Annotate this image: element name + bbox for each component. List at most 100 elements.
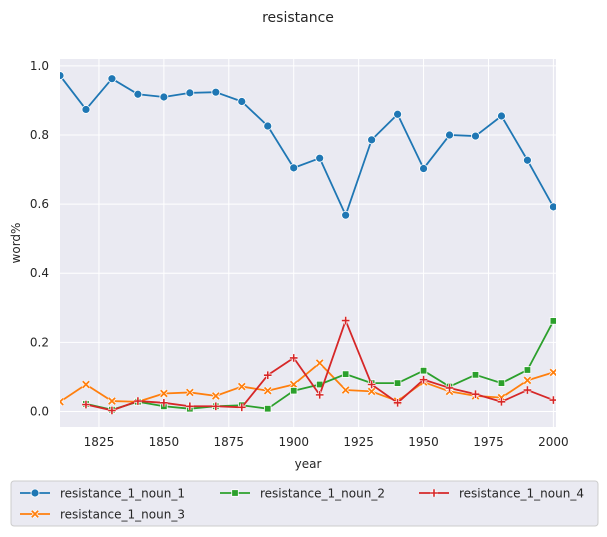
legend-item-resistance_1_noun_3: resistance_1_noun_3: [20, 508, 185, 522]
y-axis-label: word%: [9, 223, 23, 264]
data-point-resistance_1_noun_1-shape: [211, 87, 221, 97]
data-point-resistance_1_noun_4: [549, 396, 556, 404]
data-point-resistance_1_noun_4: [212, 402, 220, 411]
data-point-resistance_1_noun_1-shape: [315, 153, 325, 163]
data-point-resistance_1_noun_3-shape: [367, 387, 376, 396]
data-point-resistance_1_noun_1: [367, 135, 377, 145]
data-point-resistance_1_noun_4: [471, 390, 480, 398]
data-point-resistance_1_noun_1: [497, 111, 506, 121]
legend-label: resistance_1_noun_3: [60, 508, 185, 522]
data-point-resistance_1_noun_2: [497, 379, 506, 387]
data-point-resistance_1_noun_4: [393, 399, 402, 407]
data-point-resistance_1_noun_3: [523, 376, 532, 385]
data-point-resistance_1_noun_4-shape: [186, 402, 194, 411]
legend-item-resistance_1_noun_2: resistance_1_noun_2: [220, 487, 385, 501]
data-point-resistance_1_noun_2-shape: [523, 366, 532, 374]
data-point-resistance_1_noun_1: [185, 88, 195, 98]
data-point-resistance_1_noun_2-shape: [549, 317, 556, 325]
data-point-resistance_1_noun_2: [341, 370, 350, 378]
data-point-resistance_1_noun_3: [185, 388, 195, 397]
data-point-resistance_1_noun_4-shape: [108, 406, 116, 415]
data-point-resistance_1_noun_4-shape: [237, 403, 246, 412]
data-point-resistance_1_noun_2-shape: [393, 379, 402, 387]
data-point-resistance_1_noun_1-shape: [471, 131, 480, 141]
y-tick-label: 0.8: [30, 128, 49, 142]
data-point-resistance_1_noun_4-shape: [445, 384, 454, 392]
y-tick-label: 1.0: [30, 59, 49, 73]
data-point-resistance_1_noun_4: [445, 384, 454, 392]
data-point-resistance_1_noun_2: [290, 387, 298, 395]
data-point-resistance_1_noun_1-shape: [341, 210, 351, 220]
data-point-resistance_1_noun_1: [107, 74, 117, 84]
data-point-resistance_1_noun_4-shape: [315, 391, 324, 399]
data-point-resistance_1_noun_2: [264, 404, 272, 413]
legend-marker: [231, 489, 239, 497]
data-point-resistance_1_noun_1-shape: [419, 164, 428, 173]
x-tick-label: 1900: [278, 435, 309, 449]
data-point-resistance_1_noun_3-shape: [523, 376, 532, 385]
legend-marker: [30, 488, 40, 498]
legend-marker-shape: [30, 488, 40, 498]
x-tick-label: 1975: [473, 435, 504, 449]
data-point-resistance_1_noun_1: [419, 164, 428, 173]
data-point-resistance_1_noun_3: [263, 386, 273, 396]
data-point-resistance_1_noun_3-shape: [82, 380, 90, 389]
series-resistance_1_noun_1: [60, 71, 556, 220]
data-point-resistance_1_noun_4-shape: [212, 402, 220, 411]
data-point-resistance_1_noun_4-shape: [341, 316, 350, 325]
legend-marker-shape: [430, 489, 438, 497]
data-point-resistance_1_noun_4: [82, 400, 90, 409]
data-point-resistance_1_noun_1-shape: [367, 135, 377, 145]
data-point-resistance_1_noun_3-shape: [237, 382, 246, 391]
data-point-resistance_1_noun_4: [134, 397, 142, 405]
grid-lines: [60, 59, 556, 427]
data-point-resistance_1_noun_3-shape: [263, 386, 272, 395]
data-point-resistance_1_noun_1: [81, 105, 91, 114]
chart-title: resistance: [262, 10, 334, 26]
x-axis-ticks: 1825 1850 1875 1900 1925 1950 1975 2000: [84, 435, 569, 449]
legend-marker: [30, 509, 40, 519]
data-point-resistance_1_noun_4: [108, 406, 116, 415]
data-point-resistance_1_noun_1-shape: [107, 74, 117, 84]
data-point-resistance_1_noun_3-shape: [549, 368, 556, 377]
data-point-resistance_1_noun_1-shape: [60, 71, 65, 80]
y-tick-label: 0.4: [30, 266, 49, 280]
data-point-resistance_1_noun_2-shape: [290, 387, 298, 395]
data-point-resistance_1_noun_1: [289, 163, 299, 173]
x-tick-label: 1825: [84, 435, 115, 449]
data-point-resistance_1_noun_1-shape: [445, 130, 454, 140]
data-point-resistance_1_noun_1-shape: [497, 111, 506, 121]
data-point-resistance_1_noun_2-shape: [341, 370, 350, 378]
y-axis-ticks: 0.0 0.2 0.4 0.6 0.8 1.0: [30, 59, 49, 419]
data-point-resistance_1_noun_4: [160, 399, 168, 407]
data-point-resistance_1_noun_3: [81, 380, 91, 389]
data-point-resistance_1_noun_4: [367, 380, 376, 389]
data-point-resistance_1_noun_4-shape: [263, 371, 272, 379]
data-point-resistance_1_noun_4-shape: [419, 375, 428, 384]
data-point-resistance_1_noun_1: [471, 131, 480, 141]
data-point-resistance_1_noun_4-shape: [471, 390, 480, 398]
data-point-resistance_1_noun_3: [315, 358, 325, 368]
data-point-resistance_1_noun_1: [445, 130, 454, 140]
data-point-resistance_1_noun_1: [159, 92, 169, 102]
data-point-resistance_1_noun_3: [211, 391, 221, 401]
data-point-resistance_1_noun_3-shape: [341, 386, 350, 394]
data-point-resistance_1_noun_3: [367, 387, 376, 396]
data-point-resistance_1_noun_4: [263, 371, 272, 379]
data-point-resistance_1_noun_2-shape: [264, 404, 272, 413]
data-point-resistance_1_noun_4: [497, 397, 506, 406]
data-point-resistance_1_noun_3: [341, 385, 350, 395]
data-point-resistance_1_noun_3-shape: [186, 388, 194, 397]
data-point-resistance_1_noun_4-shape: [367, 380, 376, 389]
legend-label: resistance_1_noun_4: [459, 487, 584, 501]
data-point-resistance_1_noun_3: [60, 397, 65, 407]
data-point-resistance_1_noun_1-shape: [393, 109, 402, 119]
series-line-resistance_1_noun_3: [60, 362, 554, 403]
data-point-resistance_1_noun_2: [419, 366, 428, 375]
data-point-resistance_1_noun_2-shape: [471, 371, 480, 379]
data-point-resistance_1_noun_4: [315, 391, 324, 399]
data-point-resistance_1_noun_1: [523, 155, 532, 165]
data-point-resistance_1_noun_4: [289, 354, 298, 362]
series-layer: [60, 71, 556, 415]
